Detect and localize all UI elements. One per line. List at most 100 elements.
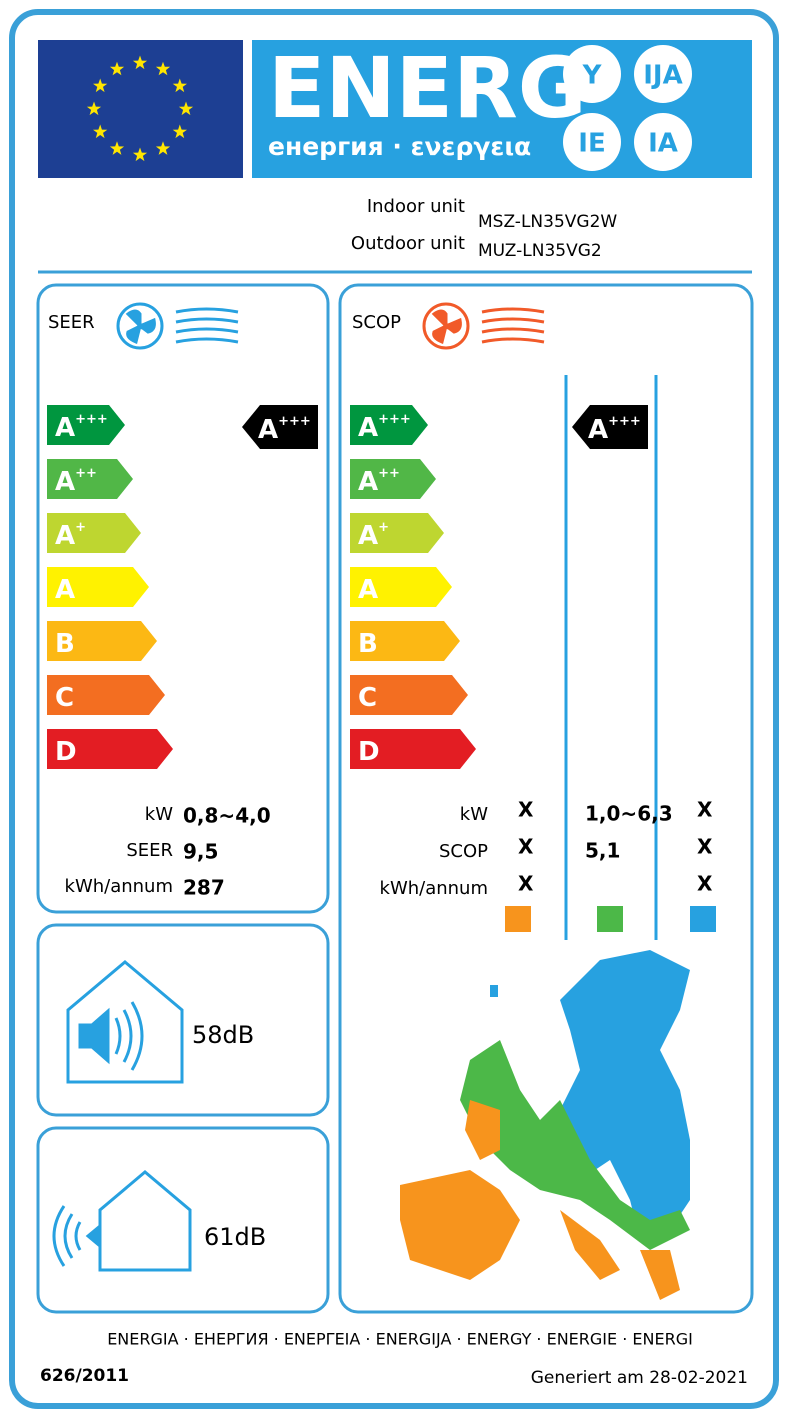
class-arrow (47, 675, 165, 715)
class-arrow (350, 567, 452, 607)
class-arrow (47, 567, 149, 607)
star (109, 141, 125, 155)
scop-cell: 5,1 (585, 839, 620, 863)
class-label: B (55, 629, 75, 659)
rating-arrow (572, 405, 648, 449)
class-label: D (358, 737, 380, 767)
outdoor-noise-panel (36, 1126, 330, 1314)
class-plus: +++ (608, 414, 641, 429)
class-plus: ++ (75, 466, 97, 481)
suffix-circle (634, 45, 692, 103)
class-plus: +++ (75, 412, 108, 427)
class-label: A+++ (258, 414, 311, 445)
scop-cell: X (518, 798, 534, 822)
class-arrow (350, 459, 436, 499)
energy-word: ENERG (268, 39, 587, 137)
rating-arrow (242, 405, 318, 449)
class-label: A (358, 575, 378, 605)
class-letter: C (55, 683, 74, 713)
class-plus: + (75, 520, 86, 535)
class-letter: D (358, 737, 380, 767)
seer-panel (36, 283, 330, 914)
scop-cell: X (518, 872, 534, 896)
class-label: D (55, 737, 77, 767)
class-letter: A (588, 415, 608, 445)
suffix-circle (634, 113, 692, 171)
class-label: A (55, 575, 75, 605)
scop-title: SCOP (352, 312, 401, 333)
class-arrow (350, 513, 444, 553)
indoor-model: MSZ-LN35VG2W (478, 212, 617, 232)
suffix-circle (563, 113, 621, 171)
class-letter: A (258, 415, 278, 445)
regulation: 626/2011 (40, 1366, 129, 1386)
scop-panel (338, 283, 754, 1314)
class-letter: A (55, 413, 75, 443)
star (93, 124, 108, 139)
class-label: B (358, 629, 378, 659)
class-label: A++ (55, 466, 97, 497)
indoor-noise-panel (36, 923, 330, 1117)
class-arrow (47, 405, 125, 445)
class-arrow (350, 675, 468, 715)
class-letter: A (358, 521, 378, 551)
energy-subtitle: енергия · ενεργεια (268, 132, 531, 161)
class-label: A+ (358, 520, 389, 551)
scop-row-label: SCOP (439, 841, 488, 862)
zone-swatch (597, 906, 623, 932)
star (172, 78, 187, 93)
star (86, 101, 102, 116)
class-label: A++ (358, 466, 400, 497)
scop-row-label: kW (460, 804, 488, 825)
star (132, 147, 148, 162)
zone-swatch (505, 906, 531, 932)
seer-row-label: kWh/annum (65, 876, 173, 897)
class-letter: A (55, 467, 75, 497)
class-arrow (47, 513, 141, 553)
outdoor-model: MUZ-LN35VG2 (478, 241, 602, 261)
europe-map (400, 950, 690, 1300)
seer-row-value: 9,5 (183, 840, 218, 864)
zone-swatch (690, 906, 716, 932)
suffix: IE (578, 129, 605, 159)
class-arrow (47, 621, 157, 661)
speaker-outdoor-icon (52, 1170, 192, 1272)
scop-cell: X (697, 835, 713, 859)
class-label: A+ (55, 520, 86, 551)
eu-stars (86, 55, 194, 162)
suffix-circle (563, 45, 621, 103)
suffix: IJA (643, 61, 682, 91)
class-letter: C (358, 683, 377, 713)
scop-row-label: kWh/annum (380, 878, 488, 899)
suffix: IA (648, 129, 678, 159)
fan-cool (116, 302, 239, 350)
star (155, 141, 171, 155)
star (93, 78, 108, 93)
seer-row-label: SEER (126, 840, 173, 861)
class-letter: A (55, 521, 75, 551)
seer-row-value: 287 (183, 876, 225, 900)
class-plus: + (378, 520, 389, 535)
class-letter: B (358, 629, 378, 659)
indoor-noise: 58dB (192, 1021, 254, 1049)
star (155, 61, 171, 76)
class-arrow (350, 405, 428, 445)
scop-cell: X (697, 872, 713, 896)
fan-heat (422, 302, 545, 350)
class-plus: ++ (378, 466, 400, 481)
class-letter: D (55, 737, 77, 767)
class-arrow (350, 729, 476, 769)
seer-title: SEER (48, 312, 95, 333)
class-letter: A (358, 575, 378, 605)
scop-cell: X (697, 798, 713, 822)
class-arrow (47, 459, 133, 499)
class-label: C (358, 683, 377, 713)
speaker-indoor-icon (66, 960, 184, 1084)
indoor-label: Indoor unit (367, 196, 465, 217)
class-letter: A (358, 467, 378, 497)
class-arrow (350, 621, 460, 661)
class-label: A+++ (358, 412, 411, 443)
class-plus: +++ (378, 412, 411, 427)
outdoor-label: Outdoor unit (351, 233, 465, 254)
